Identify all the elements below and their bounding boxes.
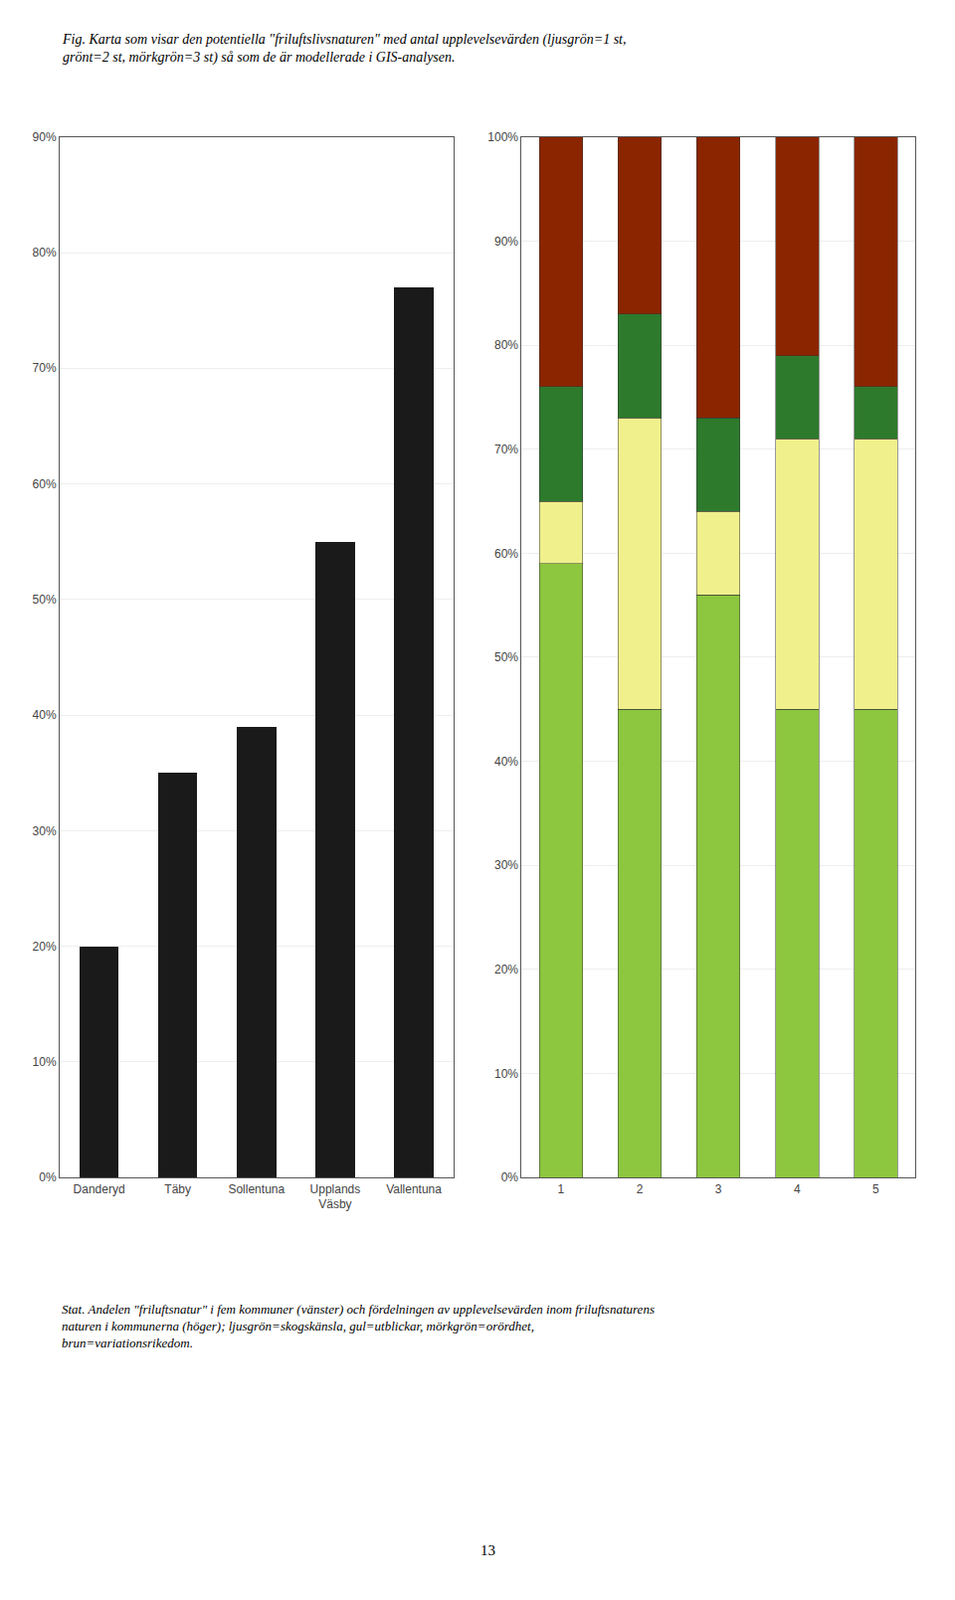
svg-text:Danderyd: Danderyd [73,1182,126,1197]
svg-text:Fig. Karta som visar den poten: Fig. Karta som visar den potentiella "fr… [61,31,627,66]
svg-text:Sollentuna: Sollentuna [227,1182,285,1197]
svg-text:30%: 30% [32,824,57,839]
svg-text:10%: 10% [494,1067,519,1082]
svg-text:80%: 80% [32,245,57,260]
svg-text:3: 3 [715,1182,723,1197]
svg-text:0%: 0% [501,1170,520,1185]
svg-text:60%: 60% [494,547,519,562]
svg-text:90%: 90% [32,130,57,145]
svg-text:Täby: Täby [164,1182,191,1197]
svg-text:20%: 20% [32,940,57,955]
svg-text:60%: 60% [32,477,57,492]
svg-text:80%: 80% [494,338,519,353]
svg-text:70%: 70% [32,361,57,376]
svg-text:90%: 90% [494,234,519,249]
svg-text:70%: 70% [494,442,519,457]
svg-text:5: 5 [872,1182,880,1197]
svg-text:4: 4 [793,1182,801,1197]
svg-text:2: 2 [636,1182,644,1197]
svg-text:Vallentuna: Vallentuna [385,1182,442,1197]
svg-text:40%: 40% [32,708,57,723]
svg-text:1: 1 [558,1182,566,1197]
svg-text:Stat. Andelen "friluftsnatur": Stat. Andelen "friluftsnatur" i fem komm… [61,1302,655,1351]
svg-text:0%: 0% [38,1170,57,1185]
svg-text:50%: 50% [494,650,519,665]
svg-text:13: 13 [480,1542,496,1559]
svg-text:10%: 10% [32,1055,57,1070]
svg-text:20%: 20% [494,962,519,977]
svg-text:100%: 100% [487,130,519,145]
svg-text:UpplandsVäsby: UpplandsVäsby [310,1182,362,1213]
svg-text:50%: 50% [32,592,57,607]
svg-text:40%: 40% [494,755,519,769]
svg-text:30%: 30% [494,858,519,873]
